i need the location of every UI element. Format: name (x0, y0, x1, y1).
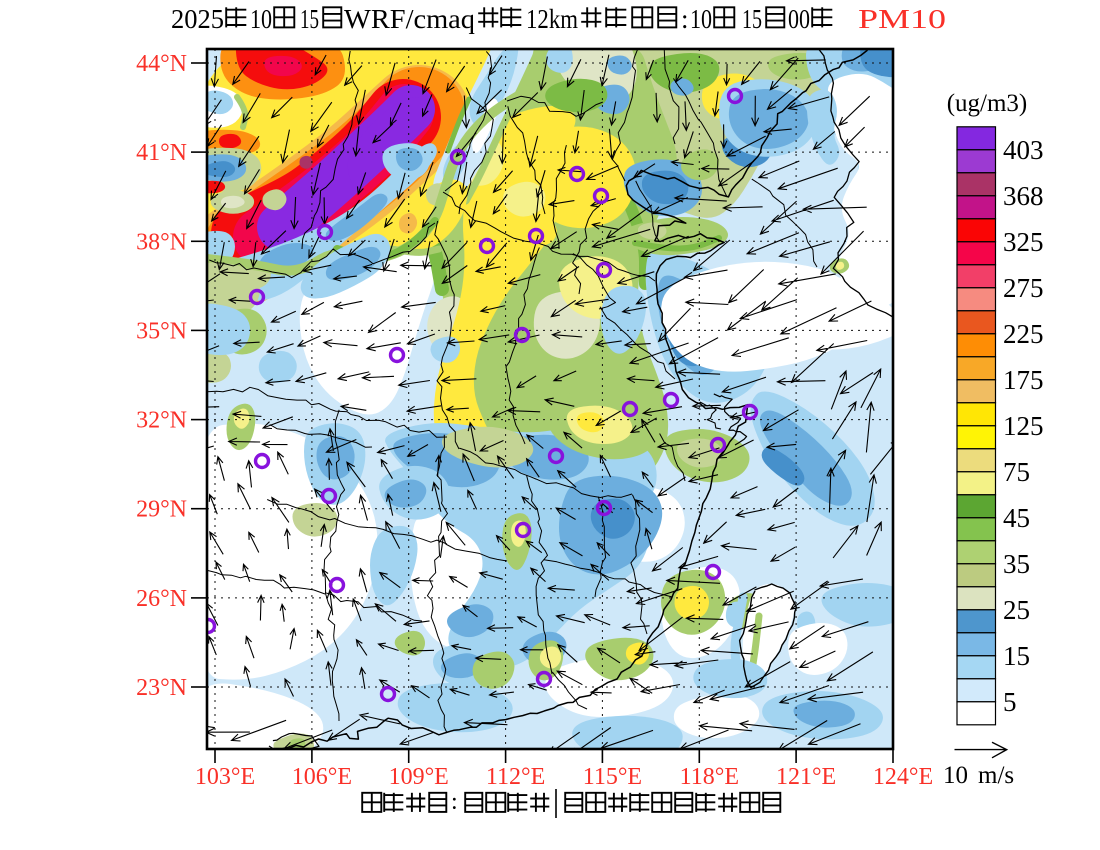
svg-text:00: 00 (788, 4, 810, 34)
svg-text:10: 10 (943, 762, 968, 789)
svg-text:10: 10 (690, 4, 712, 34)
svg-text:106°E: 106°E (292, 764, 352, 790)
svg-text:15: 15 (1003, 641, 1030, 671)
svg-text:45: 45 (1003, 503, 1030, 533)
svg-text:PM10: PM10 (858, 4, 946, 34)
svg-text:29°N: 29°N (136, 497, 187, 523)
svg-text:325: 325 (1003, 227, 1044, 257)
svg-text:109°E: 109°E (389, 764, 449, 790)
svg-text:38°N: 38°N (136, 229, 187, 255)
svg-text:103°E: 103°E (195, 764, 255, 790)
svg-text:118°E: 118°E (680, 764, 739, 790)
svg-text:175: 175 (1003, 365, 1044, 395)
svg-text:m/s: m/s (978, 762, 1014, 789)
svg-text:115°E: 115°E (583, 764, 642, 790)
svg-text:44°N: 44°N (136, 51, 187, 77)
svg-text:32°N: 32°N (136, 408, 187, 434)
svg-text:5: 5 (1003, 687, 1017, 717)
svg-text:25: 25 (1003, 595, 1030, 625)
svg-text:275: 275 (1003, 273, 1044, 303)
svg-text:112°E: 112°E (486, 764, 545, 790)
svg-text:23°N: 23°N (136, 675, 187, 701)
svg-text:403: 403 (1003, 135, 1044, 165)
svg-text:12km: 12km (526, 4, 578, 34)
svg-text:15: 15 (300, 4, 319, 34)
svg-text:368: 368 (1003, 181, 1044, 211)
svg-text:15: 15 (742, 4, 762, 34)
svg-text:WRF/cmaq: WRF/cmaq (344, 4, 476, 34)
svg-text:10: 10 (250, 4, 272, 34)
svg-text:75: 75 (1003, 457, 1030, 487)
svg-text:125: 125 (1003, 411, 1044, 441)
svg-text:(ug/m3): (ug/m3) (947, 90, 1028, 117)
svg-text:41°N: 41°N (136, 140, 187, 166)
svg-text:225: 225 (1003, 319, 1044, 349)
svg-text::: : (681, 4, 689, 34)
svg-text:35°N: 35°N (136, 318, 187, 344)
svg-text::: : (451, 789, 458, 815)
svg-text:121°E: 121°E (776, 764, 836, 790)
svg-text:26°N: 26°N (136, 586, 187, 612)
svg-text:2025: 2025 (171, 4, 224, 34)
svg-text:35: 35 (1003, 549, 1030, 579)
svg-text:124°E: 124°E (873, 764, 933, 790)
